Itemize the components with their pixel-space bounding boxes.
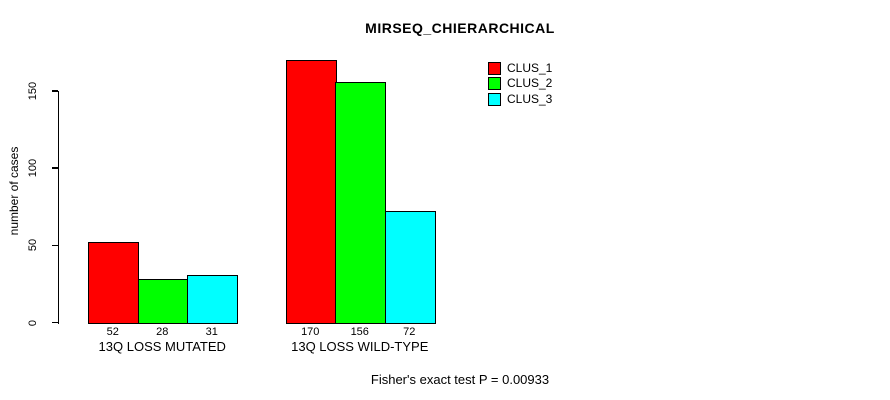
y-tick-mark bbox=[51, 90, 58, 92]
footnote-text: Fisher's exact test P = 0.00933 bbox=[370, 372, 550, 387]
bar-clus_2-1 bbox=[137, 279, 189, 324]
y-tick-label: 0 bbox=[27, 319, 39, 326]
y-tick-label: 150 bbox=[27, 81, 39, 101]
y-tick-mark bbox=[51, 321, 58, 324]
y-axis-line bbox=[57, 91, 59, 324]
bar-value-label: 156 bbox=[350, 326, 369, 338]
bar-clus_2-2 bbox=[335, 81, 386, 324]
bar-clus_1-2 bbox=[285, 60, 337, 324]
y-tick-mark bbox=[51, 244, 58, 247]
bar-value-label: 72 bbox=[403, 326, 416, 338]
legend-label: CLUS_1 bbox=[507, 61, 553, 75]
y-tick-label: 100 bbox=[27, 159, 39, 178]
chart-title: MIRSEQ_CHIERARCHICAL bbox=[365, 20, 555, 36]
bar-clus_1-1 bbox=[88, 242, 139, 324]
y-tick-mark bbox=[51, 167, 58, 169]
bar-value-label: 52 bbox=[106, 326, 119, 338]
bar-value-label: 170 bbox=[301, 326, 320, 338]
bar-clus_3-2 bbox=[384, 211, 436, 324]
legend-label: CLUS_2 bbox=[507, 76, 553, 91]
bar-clus_3-1 bbox=[187, 274, 238, 324]
legend-swatch-clus_2 bbox=[488, 77, 501, 91]
legend-swatch-clus_1 bbox=[488, 62, 501, 75]
group-label: 13Q LOSS MUTATED bbox=[98, 339, 226, 354]
bar-value-label: 28 bbox=[156, 326, 169, 338]
y-axis-label: number of cases bbox=[7, 146, 21, 236]
legend-label: CLUS_3 bbox=[507, 91, 553, 106]
bar-value-label: 31 bbox=[205, 326, 218, 338]
group-label: 13Q LOSS WILD-TYPE bbox=[291, 339, 429, 354]
legend-swatch-clus_3 bbox=[488, 92, 501, 106]
y-tick-label: 50 bbox=[27, 239, 39, 252]
